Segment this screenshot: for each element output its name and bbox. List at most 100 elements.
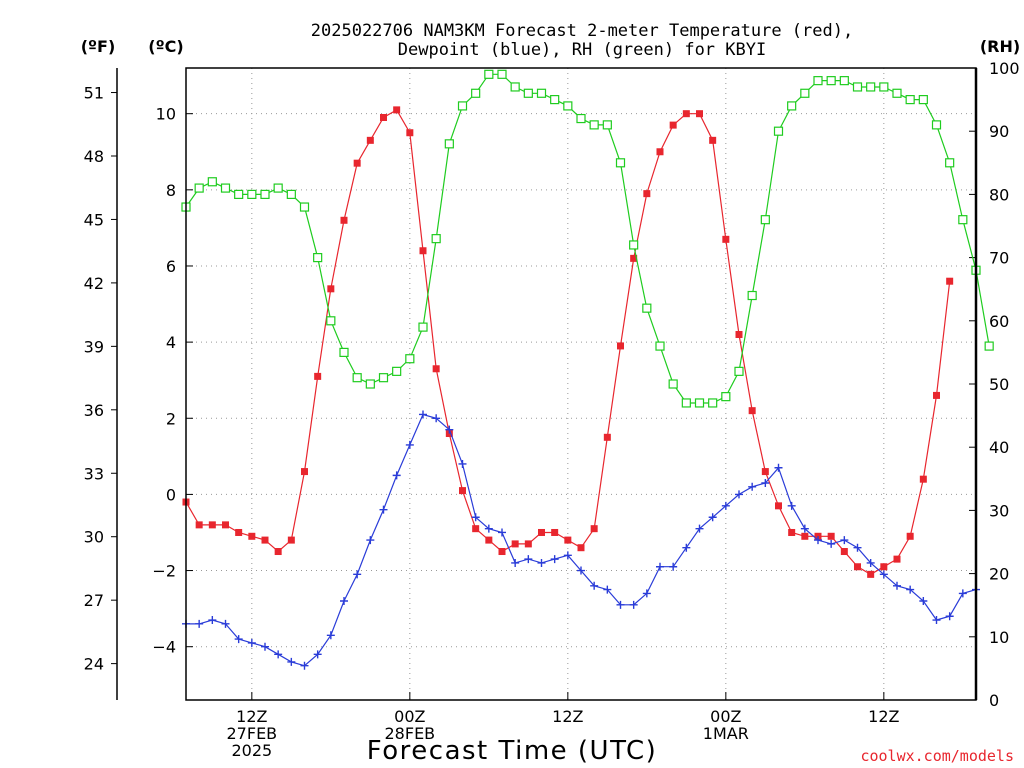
dewpoint-point	[274, 650, 283, 659]
rh-point	[681, 398, 691, 408]
rh-series	[181, 69, 994, 408]
temperature-point	[248, 532, 256, 540]
dewpoint-point	[800, 524, 809, 533]
rh-point	[760, 215, 770, 225]
temperature-point	[775, 502, 782, 510]
temperature-point	[880, 563, 888, 571]
rh-point	[734, 366, 744, 376]
dewpoint-point	[695, 524, 704, 533]
plot-frame	[185, 67, 977, 701]
rh-point	[484, 69, 494, 79]
rh-point	[299, 202, 310, 212]
rh-tick-label: 70	[989, 249, 1009, 268]
temperature-point	[643, 190, 651, 198]
rh-point	[708, 398, 718, 408]
temperature-point	[301, 468, 308, 476]
temperature-point	[827, 532, 835, 540]
rh-point	[339, 347, 349, 357]
temperature-point	[722, 235, 730, 243]
rh-point	[220, 183, 231, 193]
rh-tick-label: 30	[989, 501, 1009, 520]
rh-point	[615, 158, 626, 168]
temperature-point	[656, 148, 664, 156]
temperature-point	[617, 342, 624, 350]
rh-point	[523, 88, 533, 98]
dewpoint-point	[774, 463, 783, 472]
temperature-point	[222, 521, 229, 529]
rh-point	[747, 290, 757, 301]
rh-axis-ticks: 0 10 20 30 40 50 60 70 80 90 100	[969, 59, 1020, 710]
rh-point	[958, 215, 968, 225]
dewpoint-series	[182, 410, 980, 670]
rh-point	[800, 88, 810, 98]
rh-point	[234, 189, 244, 199]
credit-text: coolwx.com/models	[860, 747, 1014, 765]
fahrenheit-tick-label: 39	[84, 337, 104, 356]
temperature-point	[946, 277, 954, 285]
dewpoint-point	[761, 478, 770, 487]
dewpoint-point	[366, 536, 375, 545]
dewpoint-point	[445, 425, 454, 434]
dewpoint-point	[958, 589, 967, 598]
rh-point	[826, 76, 836, 86]
dewpoint-point	[853, 543, 862, 552]
temperature-point	[696, 110, 703, 118]
x-axis-title: Forecast Time (UTC)	[367, 736, 658, 766]
fahrenheit-unit-label: (ºF)	[81, 37, 116, 56]
rh-point	[194, 183, 204, 193]
rh-tick-label: 100	[989, 59, 1020, 78]
dewpoint-point	[300, 661, 309, 670]
rh-point	[945, 158, 955, 168]
temperature-point	[393, 106, 401, 114]
dewpoint-point	[550, 555, 559, 564]
rh-point	[431, 234, 441, 244]
dewpoint-point	[708, 513, 717, 522]
dewpoint-point	[656, 562, 664, 571]
temperature-point	[761, 468, 769, 476]
dewpoint-point	[721, 501, 730, 510]
temperature-point	[801, 532, 809, 540]
temperature-point	[564, 536, 572, 544]
dewpoint-point	[195, 619, 204, 628]
celsius-tick-label: −2	[152, 562, 176, 581]
rh-point	[444, 139, 454, 149]
temperature-point	[538, 528, 545, 536]
dewpoint-point	[261, 642, 269, 651]
temperature-point	[906, 532, 914, 540]
celsius-tick-label: 8	[166, 181, 176, 200]
rh-tick-label: 20	[989, 565, 1009, 584]
fahrenheit-tick-label: 48	[84, 147, 104, 166]
x-tick-label: 12Z	[236, 707, 267, 726]
celsius-tick-label: 0	[166, 485, 176, 504]
rh-point	[773, 126, 784, 136]
dewpoint-point	[471, 513, 480, 522]
temperature-point	[472, 525, 480, 533]
rh-point	[892, 88, 902, 98]
temperature-point	[485, 536, 493, 544]
temperature-point	[235, 528, 243, 536]
celsius-axis-ticks: −4 −2 0 2 4 6 8 10	[152, 105, 193, 657]
rh-point	[392, 366, 402, 376]
temperature-point	[590, 525, 598, 533]
grid-lines	[186, 68, 976, 700]
temperature-line	[185, 109, 951, 576]
temperature-series	[182, 106, 954, 578]
x-tick-label: 2025	[231, 741, 272, 760]
dewpoint-point	[945, 612, 954, 621]
temperature-point	[314, 372, 322, 380]
dewpoint-point	[669, 562, 678, 571]
dewpoint-point	[313, 650, 322, 659]
rh-tick-label: 90	[989, 122, 1009, 141]
temperature-point	[208, 521, 216, 529]
rh-point	[905, 94, 915, 105]
rh-point	[418, 322, 428, 332]
temperature-point	[630, 254, 638, 262]
rh-point	[931, 120, 942, 130]
rh-point	[260, 189, 270, 199]
fahrenheit-tick-label: 36	[84, 401, 104, 420]
temperature-point	[682, 110, 690, 118]
dewpoint-point	[392, 471, 401, 480]
celsius-tick-label: 6	[166, 257, 176, 276]
dewpoint-point	[893, 581, 901, 590]
temperature-point	[551, 528, 559, 536]
